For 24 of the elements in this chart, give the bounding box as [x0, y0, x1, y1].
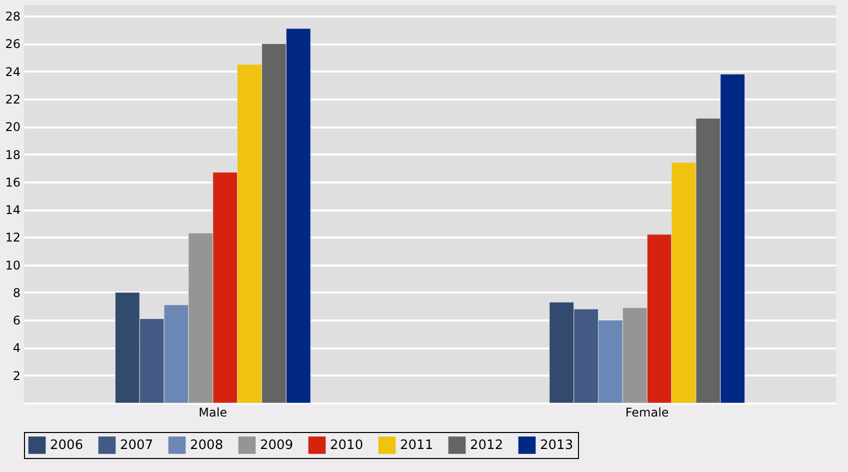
y-tick-label: 6 [12, 314, 20, 328]
y-tick-label: 22 [5, 92, 20, 106]
y-tick-label: 8 [12, 286, 20, 300]
x-tick-label: Female [625, 406, 669, 420]
legend-label: 2011 [400, 438, 434, 454]
legend-label: 2007 [120, 438, 154, 454]
y-tick-label: 28 [5, 10, 20, 24]
y-tick-label: 20 [5, 120, 20, 134]
legend-label: 2012 [470, 438, 504, 454]
y-tick-label: 16 [5, 175, 20, 190]
legend-label: 2010 [330, 438, 364, 454]
y-tick-label: 24 [5, 64, 20, 79]
y-tick-label: 4 [12, 341, 20, 356]
y-tick-label: 26 [5, 37, 20, 52]
x-tick-label: Male [198, 406, 228, 420]
y-tick-label: 2 [12, 368, 20, 383]
y-tick-label: 14 [5, 203, 20, 218]
legend-label: 2009 [260, 438, 294, 454]
legend-label: 2008 [190, 438, 224, 454]
legend-label: 2006 [50, 438, 84, 454]
legend-label: 2013 [540, 438, 574, 454]
y-tick-label: 10 [5, 258, 20, 272]
y-tick-label: 18 [5, 148, 20, 162]
y-tick-label: 12 [5, 230, 20, 245]
